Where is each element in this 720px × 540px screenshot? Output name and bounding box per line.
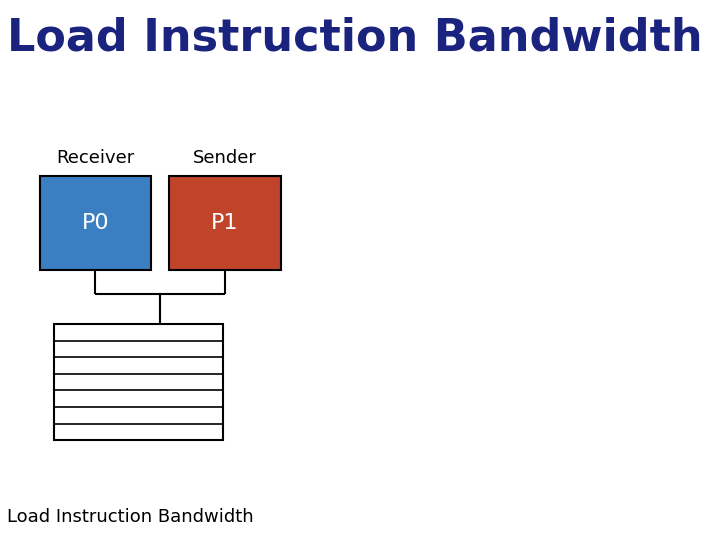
FancyBboxPatch shape (169, 176, 281, 270)
Text: P0: P0 (81, 213, 109, 233)
Text: Sender: Sender (193, 150, 257, 167)
Text: Receiver: Receiver (56, 150, 135, 167)
Text: P1: P1 (211, 213, 239, 233)
FancyBboxPatch shape (54, 324, 223, 440)
FancyBboxPatch shape (40, 176, 151, 270)
Text: Load Instruction Bandwidth: Load Instruction Bandwidth (7, 16, 703, 59)
Text: Load Instruction Bandwidth: Load Instruction Bandwidth (7, 509, 254, 526)
